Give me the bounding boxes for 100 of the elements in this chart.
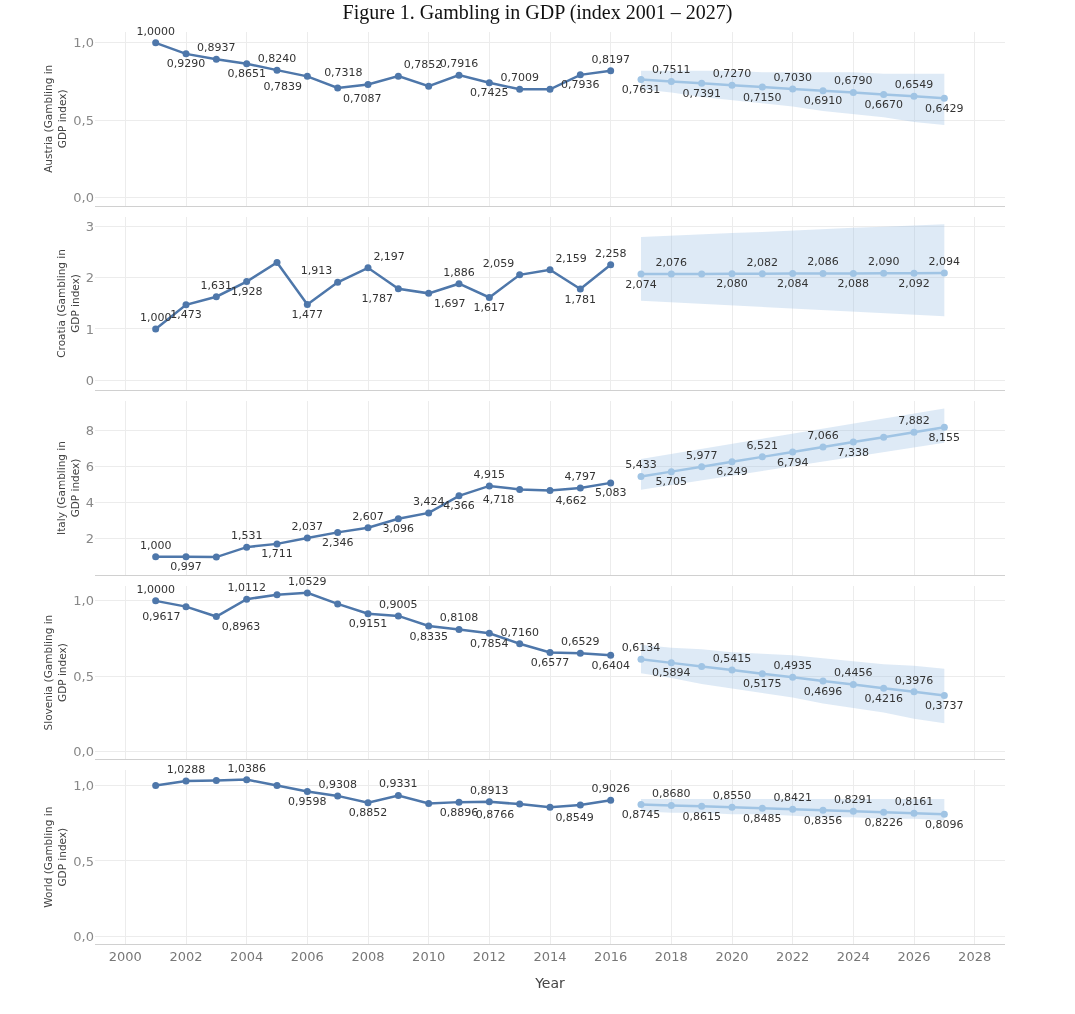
point [667, 801, 675, 809]
y-tick-label: 2 [85, 531, 94, 547]
data-label: 6,794 [776, 455, 809, 469]
data-label: 0,4935 [773, 659, 812, 673]
point [334, 278, 342, 286]
y-tick-label: 3 [85, 219, 94, 235]
data-label: 1,0000 [136, 582, 175, 596]
point [455, 280, 463, 288]
data-label: 0,4696 [803, 684, 843, 698]
point [516, 271, 524, 279]
point [212, 55, 220, 63]
data-label: 0,8291 [834, 793, 873, 807]
point [698, 270, 706, 278]
data-label: 0,7009 [500, 71, 539, 85]
point [182, 777, 190, 785]
data-label: 2,086 [807, 255, 839, 269]
data-label: 0,8335 [409, 629, 448, 643]
point [789, 673, 797, 681]
data-label: 2,059 [482, 256, 515, 270]
point [637, 655, 645, 663]
data-label: 3,424 [412, 494, 445, 508]
point [667, 77, 675, 85]
point [182, 50, 190, 58]
data-label: 2,346 [321, 536, 354, 550]
data-label: 2,037 [291, 519, 324, 533]
point [152, 553, 160, 561]
point [698, 79, 706, 87]
data-label: 0,8240 [257, 52, 297, 66]
point [546, 85, 554, 93]
data-label: 0,6529 [561, 635, 600, 649]
y-axis-title: Croatia (Gambling in GDP index) [54, 249, 81, 358]
y-tick-label: 2 [85, 270, 94, 286]
data-label: 3,096 [382, 522, 415, 536]
point [910, 92, 918, 100]
data-label: 1,913 [300, 264, 333, 278]
point [334, 84, 342, 92]
data-label: 1,787 [361, 292, 393, 306]
data-label: 0,8745 [621, 808, 661, 822]
data-label: 7,338 [837, 445, 870, 459]
point [940, 691, 948, 699]
point [455, 798, 463, 806]
data-label: 0,8485 [743, 811, 782, 825]
chart-title: Figure 1. Gambling in GDP (index 2001 – 2027) [342, 1, 733, 25]
x-tick-label: 2026 [897, 948, 931, 964]
data-label: 0,7839 [263, 79, 302, 93]
point [425, 800, 433, 808]
data-label: 2,082 [746, 255, 779, 269]
data-label: 1,886 [443, 265, 475, 279]
point [940, 269, 948, 277]
data-label: 1,781 [564, 292, 597, 306]
x-tick-label: 2006 [290, 948, 324, 964]
x-tick-label: 2018 [654, 948, 688, 964]
point [394, 792, 402, 800]
y-tick-label: 1,0 [73, 593, 94, 609]
point [243, 543, 251, 551]
x-tick-label: 2014 [533, 948, 567, 964]
data-label: 1,617 [473, 301, 506, 315]
y-tick-label: 0,0 [73, 744, 94, 760]
point [485, 629, 493, 637]
point [546, 266, 554, 274]
data-label: 0,8913 [470, 783, 509, 797]
point [758, 804, 766, 812]
point [849, 681, 857, 689]
point [576, 285, 584, 293]
point [728, 81, 736, 89]
data-label: 0,9617 [142, 610, 181, 624]
data-label: 1,000 [139, 538, 172, 552]
point [364, 80, 372, 88]
data-label: 2,084 [776, 277, 809, 291]
point [637, 800, 645, 808]
point [303, 534, 311, 542]
point [516, 485, 524, 493]
data-label: 0,8651 [227, 67, 266, 81]
data-label: 0,6910 [803, 94, 843, 108]
data-label: 4,797 [564, 469, 597, 483]
point [607, 796, 615, 804]
point [728, 666, 736, 674]
point [152, 39, 160, 47]
point [425, 622, 433, 630]
x-tick-label: 2010 [412, 948, 446, 964]
point [394, 72, 402, 80]
point [364, 610, 372, 618]
data-label: 0,3737 [925, 699, 964, 713]
point [667, 270, 675, 278]
point [182, 603, 190, 611]
data-label: 8,155 [928, 430, 961, 444]
point [394, 612, 402, 620]
data-label: 1,0386 [227, 761, 266, 775]
point [789, 805, 797, 813]
data-label: 5,083 [594, 486, 627, 500]
data-label: 0,9308 [318, 777, 357, 791]
data-label: 0,9290 [166, 57, 206, 71]
data-label: 2,076 [655, 255, 688, 269]
data-label: 1,0112 [227, 581, 266, 595]
point [637, 270, 645, 278]
x-tick-label: 2024 [836, 948, 870, 964]
data-label: 0,7854 [470, 636, 509, 650]
data-label: 0,8549 [555, 810, 594, 824]
point [303, 301, 311, 309]
point [576, 71, 584, 79]
